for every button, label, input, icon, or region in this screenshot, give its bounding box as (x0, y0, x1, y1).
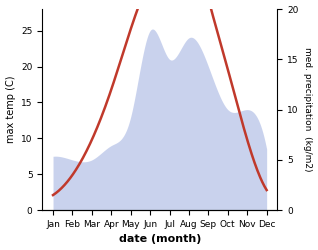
Y-axis label: med. precipitation  (kg/m2): med. precipitation (kg/m2) (303, 47, 313, 172)
X-axis label: date (month): date (month) (119, 234, 201, 244)
Y-axis label: max temp (C): max temp (C) (5, 76, 16, 143)
